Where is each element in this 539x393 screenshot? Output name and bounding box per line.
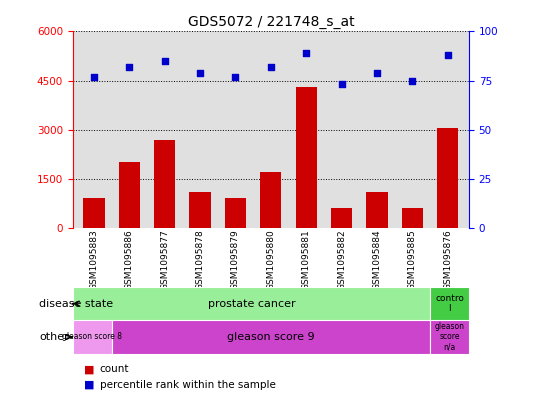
Bar [402,208,423,228]
Bar [190,192,211,228]
Bar [295,87,317,228]
Bar [112,320,430,354]
Bar [154,140,175,228]
Text: other: other [39,332,72,342]
Point [196,70,204,76]
Text: ■: ■ [84,364,94,375]
Bar [260,172,281,228]
Point [89,73,98,80]
Point [444,52,452,58]
Point [125,64,134,70]
Point [267,64,275,70]
Text: percentile rank within the sample: percentile rank within the sample [100,380,275,390]
Title: GDS5072 / 221748_s_at: GDS5072 / 221748_s_at [188,15,354,29]
Bar [430,287,469,320]
Point [337,81,346,88]
Text: gleason
score
n/a: gleason score n/a [434,322,465,352]
Point [161,58,169,64]
Point [408,77,417,84]
Text: gleason score 8: gleason score 8 [62,332,122,342]
Point [302,50,310,56]
Bar [430,320,469,354]
Bar [437,128,458,228]
Text: prostate cancer: prostate cancer [208,299,295,309]
Text: disease state: disease state [39,299,113,309]
Point [231,73,240,80]
Bar [84,198,105,228]
Text: gleason score 9: gleason score 9 [227,332,315,342]
Bar [367,192,388,228]
Point [372,70,381,76]
Bar [331,208,352,228]
Text: contro
l: contro l [435,294,464,313]
Text: ■: ■ [84,380,94,390]
Bar [225,198,246,228]
Text: count: count [100,364,129,375]
Bar [73,320,112,354]
Bar [119,162,140,228]
